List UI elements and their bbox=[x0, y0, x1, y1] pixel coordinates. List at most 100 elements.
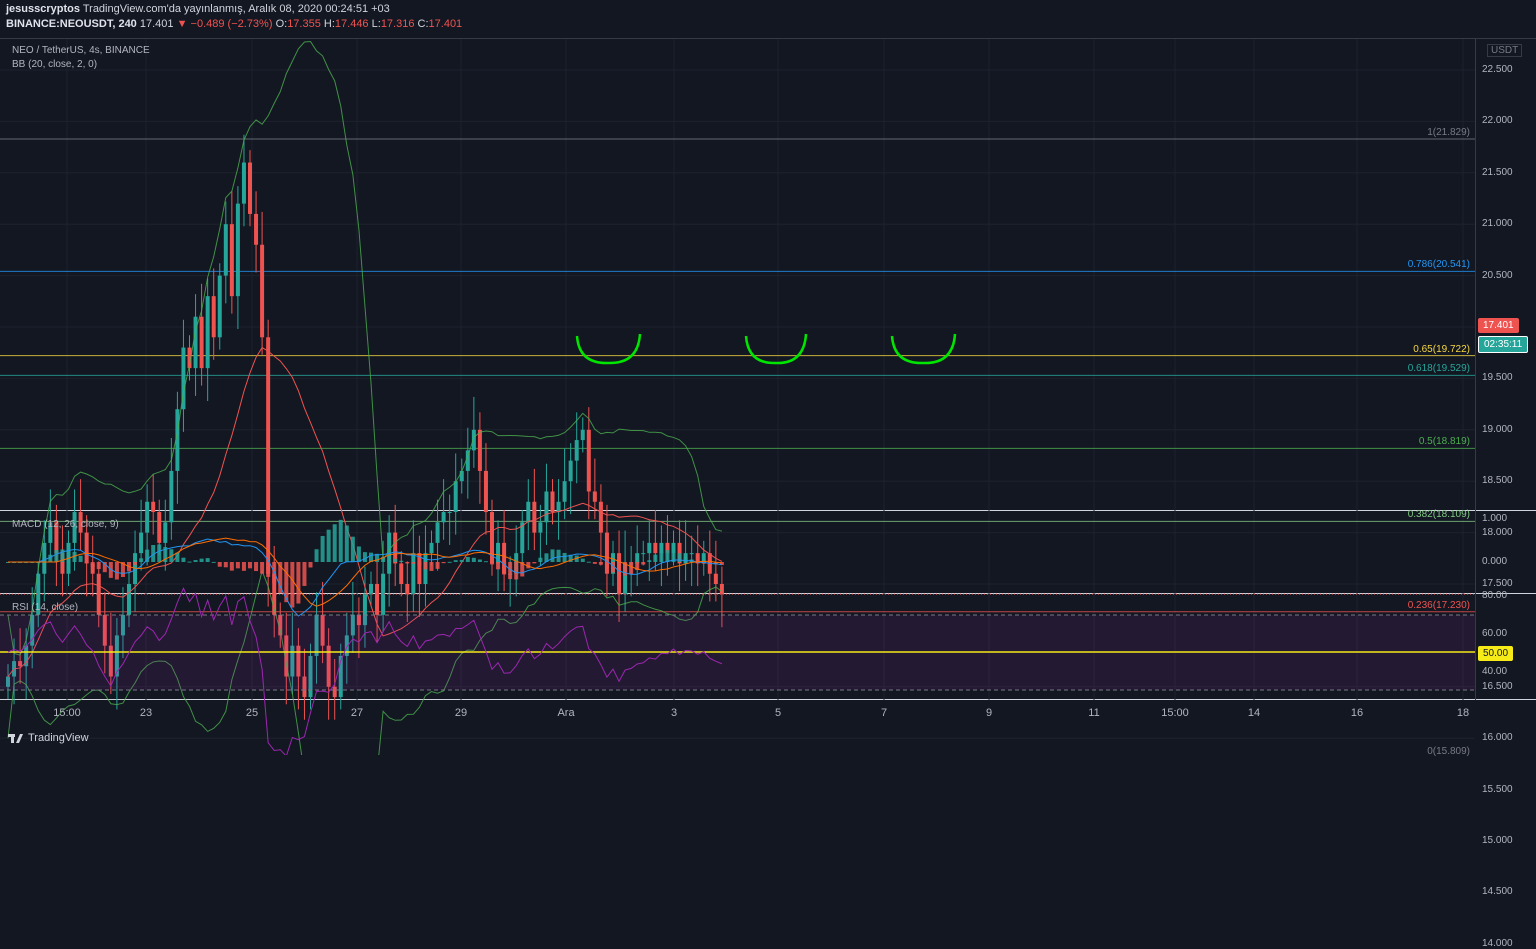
candle-body bbox=[314, 614, 319, 656]
candle-body bbox=[399, 563, 404, 584]
candle-body bbox=[108, 645, 113, 677]
candle-body bbox=[42, 542, 47, 574]
candle-body bbox=[60, 553, 65, 574]
support-annotation bbox=[744, 333, 808, 365]
macd-histogram-bar bbox=[296, 562, 301, 604]
candle-body bbox=[78, 512, 83, 533]
macd-histogram-bar bbox=[659, 551, 664, 562]
time-tick: 3 bbox=[670, 707, 678, 719]
price-tick: 21.500 bbox=[1482, 166, 1513, 178]
macd-histogram-bar bbox=[284, 562, 289, 603]
macd-histogram-bar bbox=[48, 554, 53, 562]
macd-histogram-bar bbox=[120, 562, 125, 577]
macd-histogram-bar bbox=[223, 562, 228, 568]
candle-body bbox=[453, 481, 458, 513]
macd-legend[interactable]: MACD (12, 26, close, 9) bbox=[12, 519, 119, 530]
price-tick: 22.000 bbox=[1482, 115, 1513, 127]
rsi-line bbox=[7, 586, 723, 755]
macd-histogram-bar bbox=[320, 535, 325, 562]
candle-body bbox=[332, 686, 337, 698]
time-tick: 18 bbox=[1456, 707, 1470, 719]
candle-body bbox=[659, 542, 664, 554]
support-annotation bbox=[890, 333, 957, 365]
price-tick: 15.500 bbox=[1482, 783, 1513, 795]
tradingview-logo[interactable]: TradingView bbox=[8, 732, 89, 744]
symbol-label[interactable]: BINANCE:NEOUSDT, 240 bbox=[6, 18, 137, 30]
candle-body bbox=[163, 522, 168, 543]
rsi-badge: 50.00 bbox=[1478, 646, 1514, 661]
candle-body bbox=[175, 409, 180, 471]
price-badge: 17.401 bbox=[1478, 318, 1519, 333]
candle-body bbox=[483, 470, 488, 513]
candle-body bbox=[526, 501, 531, 523]
candle-body bbox=[532, 501, 537, 533]
rsi-legend[interactable]: RSI (14, close) bbox=[12, 602, 79, 613]
candle-body bbox=[151, 501, 156, 513]
macd-histogram-bar bbox=[641, 562, 646, 565]
price-tick: 14.000 bbox=[1482, 937, 1513, 949]
macd-histogram-bar bbox=[617, 562, 622, 577]
macd-histogram-bar bbox=[133, 562, 138, 565]
macd-histogram-bar bbox=[381, 557, 386, 562]
macd-histogram-bar bbox=[483, 561, 488, 563]
author-name[interactable]: jesusscryptos bbox=[6, 3, 80, 15]
candle-body bbox=[338, 655, 343, 698]
time-tick: 16 bbox=[1350, 707, 1364, 719]
time-tick: 9 bbox=[985, 707, 993, 719]
main-legend[interactable]: NEO / TetherUS, 4s, BINANCE bbox=[12, 45, 150, 56]
candle-body bbox=[84, 532, 89, 564]
macd-histogram-bar bbox=[526, 562, 531, 569]
price-chart[interactable] bbox=[0, 0, 1536, 755]
price-tick: 21.000 bbox=[1482, 218, 1513, 230]
macd-histogram-bar bbox=[538, 557, 543, 562]
fib-level-label: 1(21.829) bbox=[1427, 126, 1470, 138]
publish-info: TradingView.com'da yayınlanmış, Aralık 0… bbox=[82, 3, 390, 15]
candle-body bbox=[677, 542, 682, 564]
macd-signal-line bbox=[8, 537, 722, 607]
candle-body bbox=[6, 676, 10, 687]
fib-level-label: 0.65(19.722) bbox=[1413, 343, 1470, 355]
low-value: 17.316 bbox=[380, 18, 415, 30]
macd-histogram-bar bbox=[72, 551, 77, 562]
macd-histogram-bar bbox=[453, 560, 458, 562]
macd-histogram-bar bbox=[54, 550, 59, 562]
price-tick: 14.500 bbox=[1482, 886, 1513, 898]
macd-histogram-bar bbox=[592, 562, 597, 564]
macd-histogram-bar bbox=[604, 562, 609, 569]
candle-body bbox=[187, 347, 192, 369]
macd-histogram-bar bbox=[139, 558, 144, 562]
candle-body bbox=[477, 429, 482, 471]
countdown-badge: 02:35:11 bbox=[1478, 336, 1529, 353]
candle-body bbox=[217, 275, 222, 338]
candle-body bbox=[18, 661, 23, 667]
candle-body bbox=[229, 224, 234, 297]
candle-body bbox=[647, 542, 652, 554]
candle-body bbox=[459, 470, 464, 482]
macd-histogram-bar bbox=[635, 562, 640, 571]
brand-text: TradingView bbox=[28, 732, 89, 744]
candle-body bbox=[369, 584, 373, 595]
macd-histogram-bar bbox=[241, 562, 246, 571]
macd-histogram-bar bbox=[459, 559, 464, 562]
close-label: C: bbox=[417, 18, 429, 30]
macd-histogram-bar bbox=[248, 562, 252, 569]
price-tick: 16.500 bbox=[1482, 680, 1513, 692]
macd-histogram-bar bbox=[671, 551, 676, 562]
macd-histogram-bar bbox=[411, 562, 416, 564]
bb-legend[interactable]: BB (20, close, 2, 0) bbox=[12, 59, 98, 70]
candle-body bbox=[54, 522, 59, 554]
candle-body bbox=[102, 614, 107, 646]
macd-histogram-bar bbox=[199, 558, 204, 562]
macd-histogram-bar bbox=[362, 552, 367, 562]
rsi-tick: 40.00 bbox=[1482, 666, 1508, 677]
candle-body bbox=[284, 635, 289, 677]
macd-histogram-bar bbox=[308, 562, 313, 568]
candle-body bbox=[114, 635, 119, 677]
price-tick: 19.500 bbox=[1482, 372, 1513, 384]
time-tick: 27 bbox=[350, 707, 364, 719]
time-tick: 7 bbox=[880, 707, 888, 719]
candle-body bbox=[302, 676, 307, 698]
macd-histogram-bar bbox=[550, 549, 555, 562]
macd-histogram-bar bbox=[647, 560, 652, 562]
macd-histogram-bar bbox=[393, 558, 398, 562]
